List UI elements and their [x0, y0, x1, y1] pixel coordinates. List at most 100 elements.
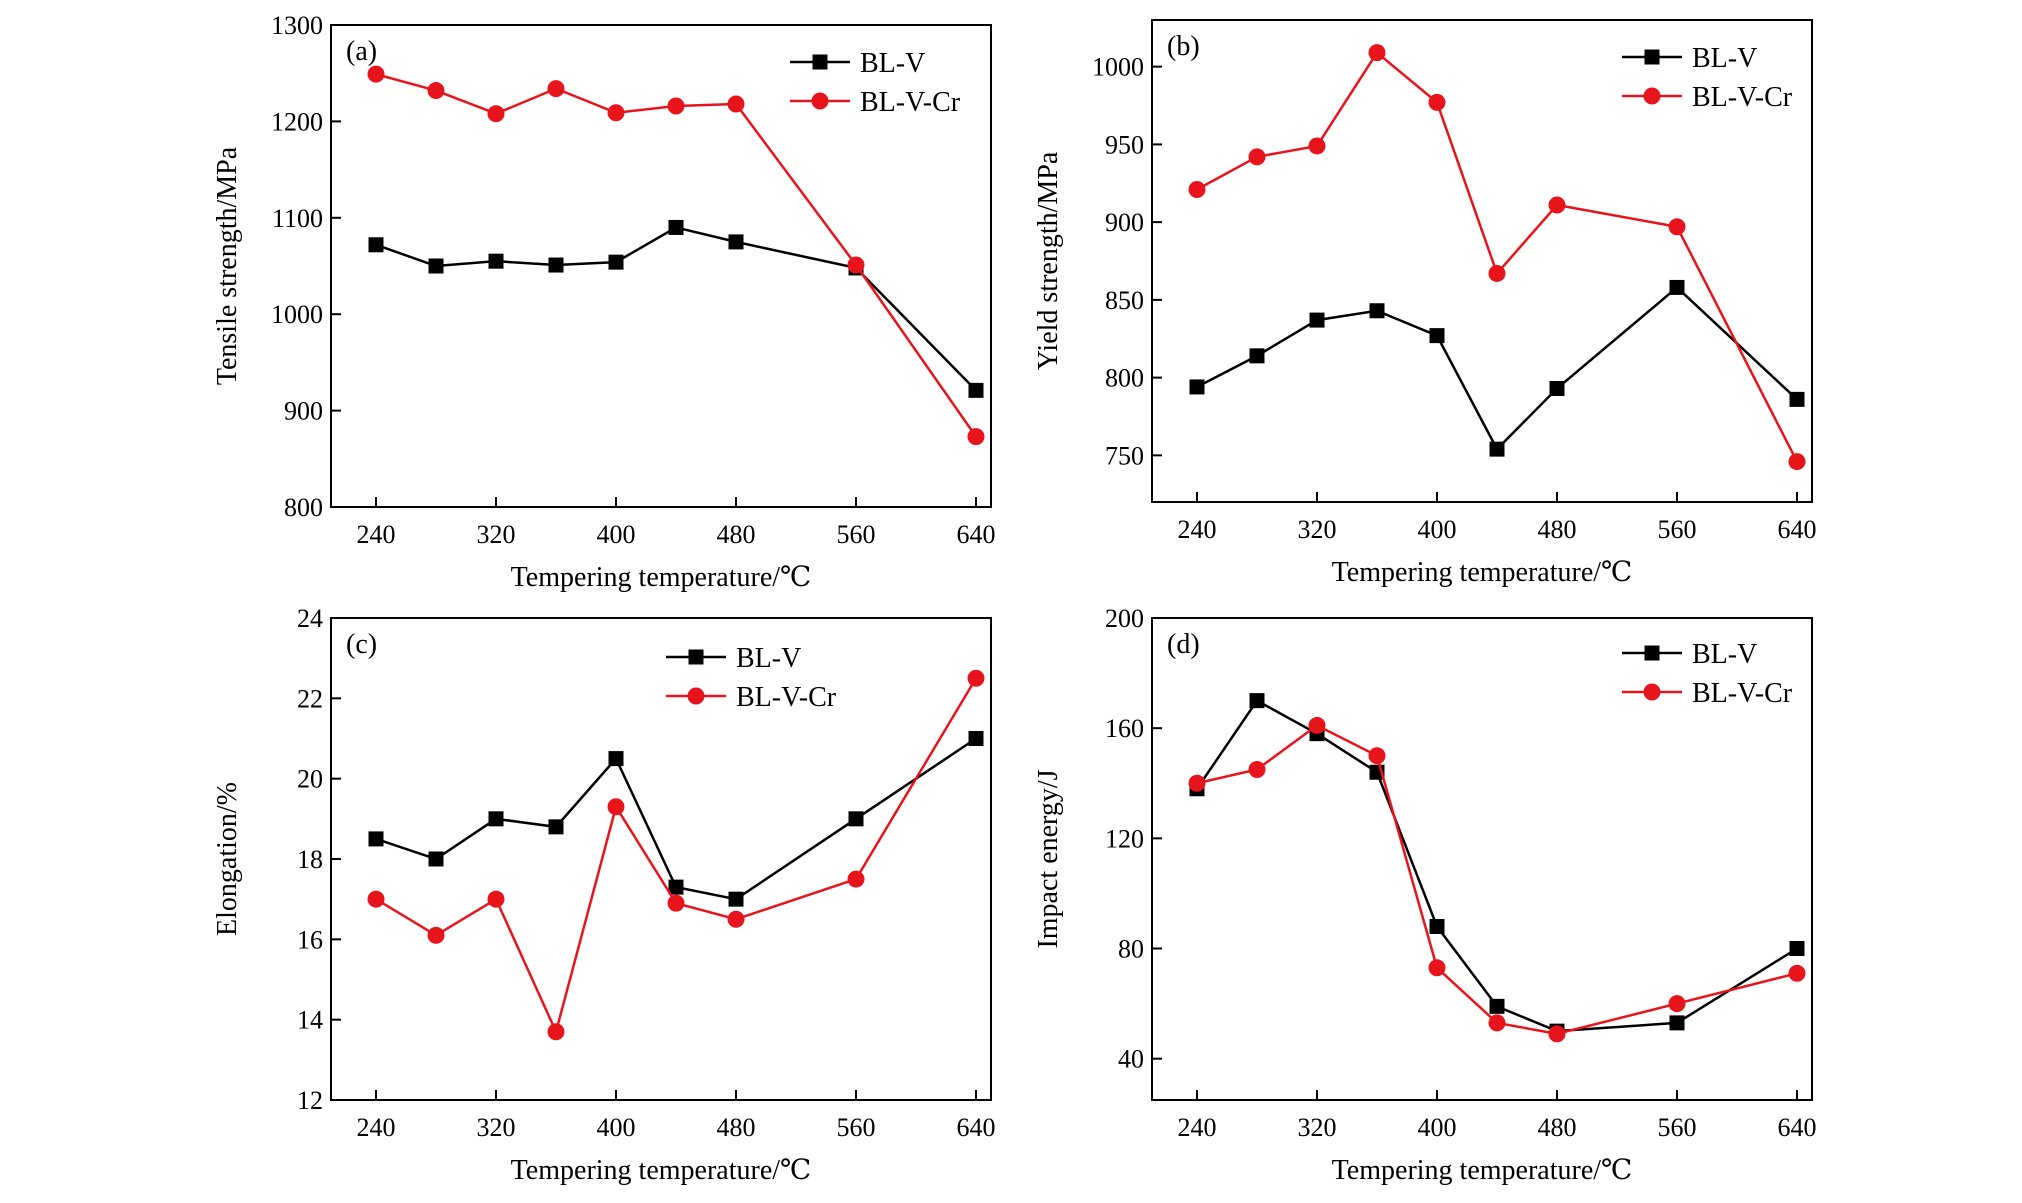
y-tick-label: 850 — [1105, 286, 1144, 315]
data-point — [667, 894, 685, 912]
plot-frame — [1151, 19, 1813, 503]
data-point — [1309, 312, 1325, 328]
data-point — [847, 870, 865, 888]
y-axis-label: Yield strength/MPa — [1033, 151, 1064, 370]
x-tick-label: 400 — [1418, 515, 1457, 544]
data-point — [1368, 44, 1386, 62]
data-point — [967, 669, 985, 687]
x-tick-label: 560 — [1658, 1113, 1697, 1142]
data-point — [367, 890, 385, 908]
data-point — [607, 104, 625, 122]
y-tick-label: 900 — [284, 397, 323, 426]
data-point — [968, 382, 984, 398]
data-point — [1248, 760, 1266, 778]
x-axis-label: Tempering temperature/℃ — [1332, 557, 1633, 588]
x-tick-label: 240 — [357, 1113, 396, 1142]
panel-label: (a) — [346, 36, 377, 67]
y-tick-label: 40 — [1118, 1045, 1144, 1074]
x-tick-label: 240 — [357, 520, 396, 549]
data-point — [1248, 148, 1266, 166]
plot-frame — [1151, 617, 1813, 1101]
data-point — [1189, 379, 1205, 395]
data-point — [427, 82, 445, 100]
x-tick-label: 640 — [957, 1113, 996, 1142]
data-point — [608, 751, 624, 767]
series-bl-v — [1189, 279, 1805, 457]
y-tick-label: 20 — [297, 765, 323, 794]
y-tick-label: 900 — [1105, 208, 1144, 237]
y-axis-label: Tensile strength/MPa — [212, 146, 243, 385]
data-point — [487, 105, 505, 123]
data-point — [667, 97, 685, 115]
legend-marker — [1643, 683, 1661, 701]
data-point — [1669, 279, 1685, 295]
data-point — [1308, 716, 1326, 734]
y-tick-label: 750 — [1105, 441, 1144, 470]
data-point — [488, 811, 504, 827]
y-tick-label: 16 — [297, 925, 323, 954]
series-bl-v-cr — [367, 669, 985, 1041]
data-point — [548, 819, 564, 835]
x-tick-label: 240 — [1178, 515, 1217, 544]
x-tick-label: 480 — [717, 1113, 756, 1142]
legend-marker — [688, 649, 704, 665]
data-point — [728, 234, 744, 250]
data-point — [367, 65, 385, 83]
x-tick-label: 400 — [597, 520, 636, 549]
y-tick-label: 950 — [1105, 130, 1144, 159]
data-point — [1188, 774, 1206, 792]
legend: BL-V BL-V-Cr — [666, 643, 837, 713]
data-point — [1788, 453, 1806, 471]
data-point — [428, 258, 444, 274]
series-bl-v-cr — [1188, 716, 1806, 1043]
legend-marker — [812, 54, 828, 70]
legend-label: BL-V-Cr — [1692, 678, 1793, 709]
data-point — [1668, 218, 1686, 236]
panel-label: (d) — [1167, 629, 1200, 660]
data-point — [727, 95, 745, 113]
x-tick-label: 560 — [837, 1113, 876, 1142]
y-tick-label: 14 — [297, 1006, 323, 1035]
x-tick-label: 560 — [1658, 515, 1697, 544]
legend-label: BL-V — [1692, 639, 1757, 670]
panel-a: 800 900 1000 1100 1200 1300 240 320 400 480 560 640… — [212, 11, 996, 593]
legend-label: BL-V — [1692, 43, 1757, 74]
data-point — [727, 910, 745, 928]
legend: BL-V BL-V-Cr — [1622, 639, 1793, 709]
panel-label: (c) — [346, 629, 377, 660]
data-point — [368, 831, 384, 847]
data-point — [1669, 1015, 1685, 1031]
data-point — [1188, 180, 1206, 198]
y-tick-label: 800 — [284, 493, 323, 522]
data-point — [427, 926, 445, 944]
data-point — [668, 879, 684, 895]
x-tick-label: 480 — [717, 520, 756, 549]
data-point — [1249, 348, 1265, 364]
legend-label: BL-V-Cr — [1692, 82, 1793, 113]
data-point — [1789, 391, 1805, 407]
legend-label: BL-V — [736, 643, 801, 674]
data-point — [1489, 441, 1505, 457]
data-point — [547, 80, 565, 98]
series-bl-v-cr — [367, 65, 985, 446]
y-tick-label: 800 — [1105, 364, 1144, 393]
panel-b: 750 800 850 900 950 1000 240 320 400 480 560 640 Tem… — [1033, 19, 1817, 588]
y-tick-label: 120 — [1105, 824, 1144, 853]
data-point — [487, 890, 505, 908]
x-tick-label: 320 — [1298, 1113, 1337, 1142]
y-tick-label: 1000 — [271, 300, 323, 329]
data-point — [607, 798, 625, 816]
x-axis-label: Tempering temperature/℃ — [511, 1155, 812, 1186]
series-bl-v-cr — [1188, 44, 1806, 471]
data-point — [1249, 693, 1265, 709]
legend-label: BL-V — [860, 48, 925, 79]
data-point — [1489, 998, 1505, 1014]
x-tick-label: 480 — [1538, 515, 1577, 544]
x-tick-label: 640 — [957, 520, 996, 549]
x-tick-label: 400 — [1418, 1113, 1457, 1142]
y-tick-label: 24 — [297, 604, 323, 633]
data-point — [608, 254, 624, 270]
data-point — [488, 253, 504, 269]
y-tick-label: 12 — [297, 1086, 323, 1115]
data-point — [1308, 137, 1326, 155]
